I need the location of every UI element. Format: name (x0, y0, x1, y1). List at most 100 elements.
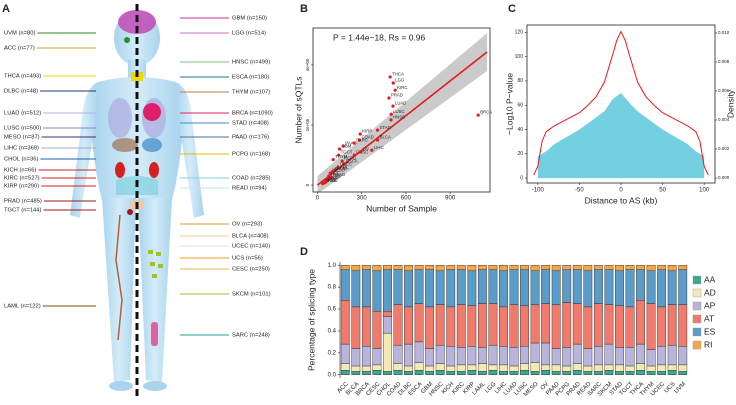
bar-segment (435, 344, 445, 364)
y-tick-label: 0.6 (328, 307, 337, 313)
point-label: UCEC (340, 162, 352, 167)
x-tick-label: 900 (445, 196, 456, 202)
organ-label: LUSC (n=500) (4, 126, 41, 132)
bar-segment (541, 342, 551, 366)
point-label: READ (333, 172, 345, 177)
bar-segment (604, 304, 614, 345)
bar-segment (593, 371, 603, 375)
y-axis-title: Percentage of splicing type (306, 269, 316, 371)
point-label: KIRC (397, 85, 407, 90)
point-label: SKCM (334, 166, 347, 171)
bar-segment (488, 265, 498, 270)
y2-tick-label: 0.000 (718, 175, 730, 180)
bar-segment (678, 304, 688, 347)
x-tick-label: 0 (619, 188, 623, 194)
bar-segment (435, 363, 445, 371)
bar-segment (477, 371, 487, 375)
point (357, 138, 362, 142)
bar-segment (414, 303, 424, 343)
bar-segment (615, 371, 624, 375)
point-label: LUAD (395, 101, 406, 106)
bar-segment (425, 269, 435, 308)
bar-segment (499, 371, 508, 375)
organ-label: UCS (n=56) (232, 256, 263, 262)
organ-label: DLBC (n=48) (4, 89, 38, 95)
organ-label: UVM (n=80) (4, 31, 35, 37)
organ-label: CHOL (n=36) (4, 157, 38, 163)
bar-segment (678, 265, 688, 270)
organ-label: KICH (n=66) (4, 168, 36, 174)
point (327, 174, 331, 178)
organ-label: THYM (n=107) (232, 90, 270, 96)
bar-segment (572, 269, 582, 304)
point-label: DLBC (327, 177, 338, 182)
bar-segment (667, 265, 677, 271)
legend-label: AA (704, 274, 716, 284)
legend-label: AP (704, 300, 716, 310)
point (391, 104, 395, 108)
bar-segment (499, 265, 508, 271)
bar-segment (593, 303, 603, 347)
bar-segment (425, 348, 435, 367)
bar-segment (530, 362, 540, 372)
bar-segment (530, 371, 540, 375)
organ-label: MESO (n=87) (4, 135, 40, 141)
bar-segment (372, 348, 382, 366)
point-label: PRAD (391, 93, 403, 98)
bar-segment (615, 265, 624, 271)
panel-label: D (300, 246, 308, 258)
left-lung (108, 98, 132, 138)
bar-segment (351, 348, 361, 367)
organ-label: KIRP (n=290) (4, 184, 39, 190)
bar-segment (351, 371, 361, 375)
bar-segment (678, 269, 688, 305)
point (388, 75, 392, 79)
point (341, 144, 345, 148)
point (389, 118, 393, 122)
bar-segment (625, 265, 635, 270)
bar-segment (467, 265, 477, 271)
bar-segment (456, 364, 466, 372)
bar-segment (435, 270, 445, 305)
y-tick-label: 2e+05 (305, 118, 310, 131)
bar-segment (446, 306, 456, 347)
point (324, 180, 328, 184)
point (358, 132, 362, 136)
organ-label: BRCA (n=1090) (232, 111, 273, 117)
point (340, 159, 344, 163)
bar-segment (604, 364, 614, 371)
prostate (127, 209, 133, 215)
bar-segment (678, 364, 688, 372)
panel-label: A (2, 3, 10, 15)
bar-segment (372, 265, 382, 271)
organ-label: ACC (n=77) (4, 46, 35, 52)
point-label: LUSC (393, 109, 404, 114)
bar-segment (509, 265, 519, 270)
bar-segment (562, 302, 572, 348)
bar-segment (636, 269, 645, 301)
point-label: LAML (337, 165, 349, 170)
point-label: CHOL (325, 178, 338, 183)
bar-segment (646, 371, 656, 375)
eye (124, 37, 130, 43)
bar-segment (467, 346, 477, 366)
bar-segment (383, 265, 392, 270)
point-label: SARC (356, 138, 368, 143)
point (370, 148, 374, 152)
bar-segment (541, 303, 551, 344)
bar-segment (625, 269, 635, 308)
left-arm (70, 82, 98, 218)
point-label: PCPG (344, 156, 357, 161)
point-label: MESO (332, 168, 345, 173)
organ-label: BLCA (n=408) (232, 234, 269, 240)
organ-label: KIRC (n=527) (4, 176, 40, 182)
point (333, 168, 338, 172)
y-tick-label: 0.0 (328, 372, 337, 378)
y-tick-label: 120 (515, 30, 524, 36)
bar-segment (404, 265, 413, 271)
bar-segment (499, 346, 508, 366)
legend-swatch (692, 301, 702, 311)
bar-segment (657, 265, 667, 270)
y-tick-label: 0 (520, 175, 523, 181)
bar-segment (520, 265, 529, 270)
